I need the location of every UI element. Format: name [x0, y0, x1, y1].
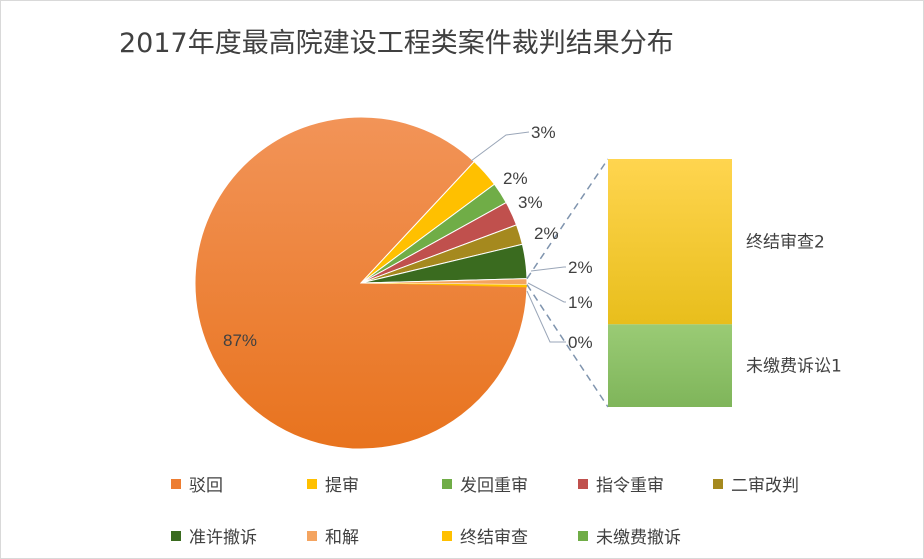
data-label-3: 2% [503, 169, 528, 188]
data-label-4: 3% [518, 193, 543, 212]
connector-line-bottom [526, 284, 609, 408]
data-label-5: 2% [534, 224, 559, 243]
bar-segment-1 [608, 159, 732, 325]
legend-label: 终结审查 [460, 528, 528, 548]
legend-item-2: 提审 [307, 471, 359, 496]
data-label-7: 1% [568, 293, 593, 312]
chart-title: 2017年度最高院建设工程类案件裁判结果分布 [119, 28, 674, 59]
connector-line-top [526, 158, 609, 280]
legend-item-9: 未缴费撤诉 [578, 523, 681, 548]
legend-item-3: 发回重审 [442, 471, 528, 496]
legend-label: 提审 [325, 476, 359, 496]
legend-label: 指令重审 [596, 476, 664, 496]
leader-line-8 [526, 290, 566, 343]
legend-label: 二审改判 [731, 476, 799, 496]
legend-item-8: 终结审查 [442, 523, 528, 548]
data-label-6: 2% [568, 258, 593, 277]
legend-swatch [713, 478, 723, 489]
data-labels: 终结审查2 未缴费诉讼1 87% 3% 2% 3% 2% 2% 1% 0% [223, 123, 842, 377]
bar-label-2: 未缴费诉讼1 [746, 357, 842, 377]
leader-line-7 [527, 282, 566, 303]
secondary-bar-group [608, 159, 732, 407]
legend-swatch [442, 530, 452, 541]
legend-swatch [307, 530, 317, 541]
bar-label-1: 终结审查2 [746, 233, 825, 253]
legend-item-4: 指令重审 [578, 471, 664, 496]
legend-item-6: 准许撤诉 [171, 523, 257, 548]
legend-item-1: 驳回 [171, 471, 223, 496]
legend-swatch [307, 478, 317, 489]
legend-label: 发回重审 [460, 476, 528, 496]
pie-group [194, 116, 528, 450]
slice-e7bb88e7bb93e5aea1e69fa5 [361, 283, 527, 288]
data-label-2: 3% [531, 123, 556, 142]
leader-lines [470, 131, 609, 408]
legend-swatch [578, 478, 588, 489]
leader-line-2 [470, 131, 530, 162]
legend-label: 准许撤诉 [189, 528, 257, 548]
legend-label: 和解 [325, 528, 359, 548]
legend-swatch [171, 478, 181, 489]
legend-item-5: 二审改判 [713, 471, 799, 496]
legend-swatch [171, 530, 181, 541]
legend-swatch [442, 478, 452, 489]
legend-label: 未缴费撤诉 [596, 528, 681, 548]
legend-label: 驳回 [189, 476, 223, 496]
data-label-1: 87% [223, 331, 257, 350]
leader-line-6 [530, 266, 566, 272]
bar-segment-2 [608, 324, 732, 407]
data-label-8: 0% [568, 333, 593, 352]
legend-swatch [578, 530, 588, 541]
legend-item-7: 和解 [307, 523, 359, 548]
